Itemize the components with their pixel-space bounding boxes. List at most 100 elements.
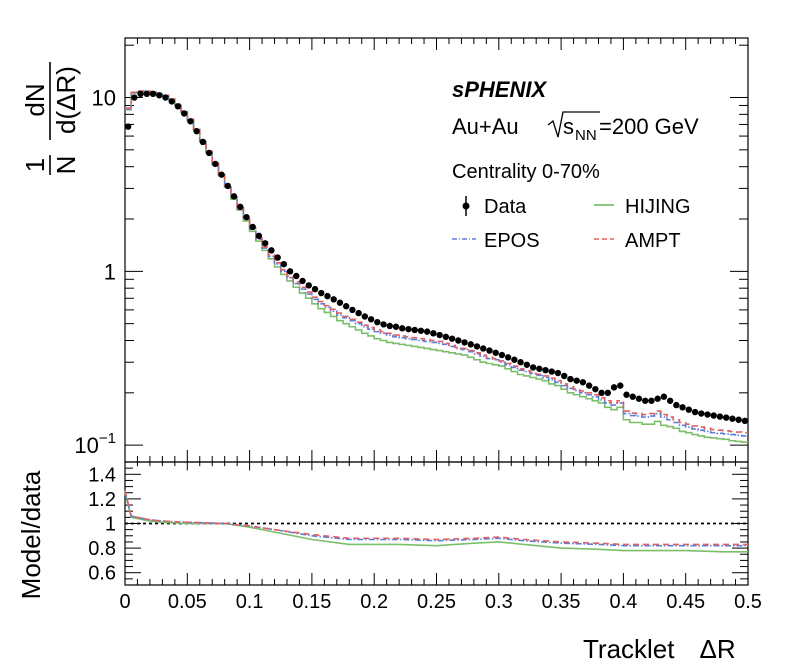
legend-epos-label: EPOS bbox=[484, 230, 540, 252]
x-tick-label: 0.4 bbox=[609, 591, 637, 613]
data-point bbox=[417, 327, 425, 334]
data-point bbox=[629, 393, 636, 400]
data-point bbox=[554, 369, 562, 377]
data-point bbox=[610, 384, 618, 391]
ratio-y-tick-label: 0.6 bbox=[88, 563, 116, 585]
data-point bbox=[648, 397, 655, 404]
main-y-axis-title: 1 N dN d(ΔR) bbox=[20, 62, 81, 175]
data-point bbox=[567, 375, 574, 383]
x-axis-title-main: Tracklet bbox=[583, 634, 675, 664]
energy-s: s bbox=[563, 114, 574, 139]
data-point bbox=[212, 160, 219, 168]
data-point bbox=[448, 335, 456, 342]
data-point bbox=[193, 128, 200, 135]
data-point bbox=[249, 223, 256, 231]
legend: Data HIJING EPOS AMPT bbox=[452, 196, 691, 252]
data-point bbox=[342, 303, 350, 310]
data-point bbox=[579, 379, 587, 386]
data-point bbox=[168, 98, 175, 105]
energy-label: s NN =200 GeV bbox=[547, 111, 699, 144]
data-point bbox=[573, 377, 580, 384]
data-point bbox=[180, 110, 188, 117]
data-point bbox=[623, 391, 630, 398]
data-point bbox=[230, 193, 238, 200]
data-point bbox=[523, 361, 531, 368]
y-title-num1: 1 bbox=[20, 158, 50, 172]
main-y-tick-label: 10−1 bbox=[74, 430, 116, 458]
y-title-den2: d(ΔR) bbox=[51, 66, 81, 134]
data-point bbox=[729, 415, 736, 422]
centrality-label: Centrality 0-70% bbox=[452, 161, 600, 183]
main-y-tick-label-exp: −1 bbox=[99, 430, 116, 447]
x-tick-label: 0.3 bbox=[485, 591, 513, 613]
data-point bbox=[124, 123, 132, 130]
data-point bbox=[286, 268, 294, 275]
main-y-tick-label-base: 10 bbox=[92, 86, 116, 111]
main-axis-ticks bbox=[124, 38, 749, 462]
data-point bbox=[237, 203, 244, 211]
data-point bbox=[392, 323, 400, 330]
sqrt-sign bbox=[547, 111, 600, 138]
data-point bbox=[293, 272, 300, 280]
data-point bbox=[473, 343, 481, 350]
x-axis-title-delta: ΔR bbox=[700, 634, 736, 664]
data-point bbox=[336, 299, 344, 306]
data-point bbox=[156, 92, 163, 99]
x-tick-label: 0.35 bbox=[542, 591, 581, 613]
data-point bbox=[318, 289, 325, 297]
data-point bbox=[399, 325, 406, 332]
legend-hijing: HIJING bbox=[594, 196, 691, 218]
y-title-den1: N bbox=[51, 156, 81, 175]
data-point bbox=[741, 417, 749, 425]
series-epos-line bbox=[125, 90, 748, 437]
data-point bbox=[436, 331, 443, 339]
y-title-num2: dN bbox=[20, 83, 50, 116]
data-point bbox=[380, 321, 387, 328]
legend-ampt-label: AMPT bbox=[625, 230, 681, 252]
data-point bbox=[679, 404, 686, 411]
data-point bbox=[704, 411, 711, 418]
data-point bbox=[374, 318, 381, 326]
ratio-y-tick-label: 1.2 bbox=[88, 489, 116, 511]
data-point bbox=[143, 90, 151, 98]
legend-data-marker bbox=[462, 202, 470, 210]
data-point bbox=[698, 410, 705, 417]
data-point bbox=[131, 94, 138, 101]
data-point bbox=[666, 397, 674, 404]
ratio-y-axis-title: Model/data bbox=[16, 470, 46, 599]
ratio-plot-area bbox=[124, 490, 748, 553]
data-point bbox=[635, 395, 643, 402]
data-point bbox=[149, 90, 157, 98]
energy-value: =200 GeV bbox=[599, 114, 699, 139]
data-point bbox=[492, 349, 499, 356]
data-point bbox=[324, 292, 331, 300]
data-point bbox=[137, 90, 144, 98]
x-tick-labels: 0 0.05 0.1 0.15 0.2 0.25 0.3 0.35 0.4 0.45 0.5 bbox=[119, 591, 761, 613]
data-point bbox=[660, 393, 668, 400]
data-point bbox=[305, 282, 312, 289]
data-point bbox=[654, 395, 661, 402]
x-tick-label: 0.15 bbox=[292, 591, 331, 613]
main-y-tick-label-base: 1 bbox=[104, 259, 116, 284]
ratio-y-tick-label: 1.4 bbox=[88, 464, 116, 486]
legend-ampt: AMPT bbox=[594, 230, 681, 252]
main-plot-area bbox=[124, 90, 749, 443]
data-point bbox=[561, 372, 568, 380]
data-point bbox=[311, 285, 319, 293]
data-point bbox=[355, 309, 362, 317]
legend-data-label: Data bbox=[484, 196, 527, 218]
data-point bbox=[722, 414, 730, 421]
ratio-hijing-line bbox=[124, 492, 748, 553]
data-point bbox=[187, 118, 194, 125]
data-point bbox=[642, 397, 649, 404]
data-point bbox=[162, 94, 169, 101]
data-point bbox=[411, 326, 418, 334]
data-point bbox=[685, 406, 693, 413]
data-point bbox=[548, 368, 555, 375]
x-tick-label: 0.25 bbox=[417, 591, 456, 613]
ratio-epos-line bbox=[124, 491, 748, 547]
data-point bbox=[467, 341, 474, 348]
data-point bbox=[517, 359, 524, 366]
data-point bbox=[511, 356, 518, 363]
